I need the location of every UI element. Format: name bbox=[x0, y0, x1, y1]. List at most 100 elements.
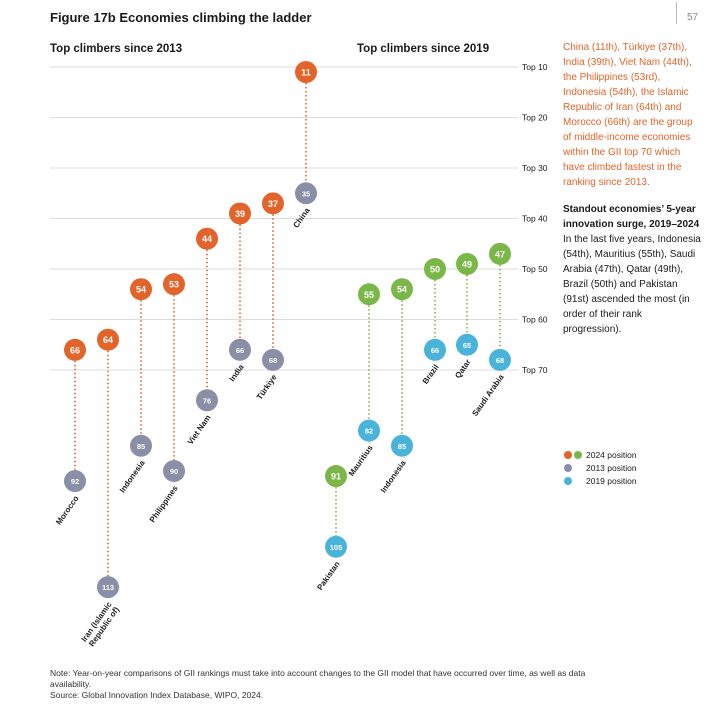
marker-2024 bbox=[358, 283, 380, 306]
panel-title: Top climbers since 2019 bbox=[357, 43, 489, 55]
marker-2024-label: 53 bbox=[169, 280, 179, 290]
tick-label: Top 10 bbox=[522, 62, 548, 72]
marker-old bbox=[196, 389, 218, 412]
marker-old-label: 65 bbox=[463, 341, 471, 350]
marker-old bbox=[262, 348, 284, 371]
chart: Top 10 Top 20 Top 30 Top 40 Top 50 Top 60 Top … bbox=[50, 43, 548, 649]
legend: 2024 position 2013 position 2019 positio… bbox=[564, 448, 637, 487]
legend-label: 2013 position bbox=[586, 462, 637, 473]
marker-2024 bbox=[489, 242, 511, 265]
marker-old bbox=[391, 434, 413, 457]
side-body-text: In the last five years, Indonesia (54th)… bbox=[563, 234, 701, 335]
footnote-note: Note: Year-on-year comparisons of GII ra… bbox=[50, 668, 586, 689]
marker-old-label: 85 bbox=[137, 442, 145, 451]
footnote: Note: Year-on-year comparisons of GII ra… bbox=[50, 668, 610, 701]
country-label: Mauritius bbox=[347, 443, 375, 478]
orange-dot-icon bbox=[564, 450, 572, 459]
marker-old bbox=[64, 470, 86, 493]
panel-title: Top climbers since 2013 bbox=[50, 43, 182, 55]
tick-label: Top 70 bbox=[522, 365, 548, 375]
marker-2024-label: 49 bbox=[462, 259, 472, 269]
marker-2024 bbox=[97, 328, 119, 351]
tick-label: Top 40 bbox=[522, 214, 548, 224]
marker-2024 bbox=[295, 61, 317, 84]
legend-label: 2019 position bbox=[586, 475, 637, 486]
marker-2024 bbox=[391, 278, 413, 301]
marker-2024 bbox=[64, 338, 86, 361]
marker-2024 bbox=[424, 258, 446, 280]
country-label: Pakistan bbox=[315, 560, 341, 592]
marker-2024-label: 54 bbox=[136, 285, 146, 295]
side-heading: Standout economies’ 5-year innovation su… bbox=[563, 204, 700, 230]
figure-title: Figure 17b Economies climbing the ladder bbox=[50, 10, 312, 25]
marker-old-label: 90 bbox=[170, 467, 178, 476]
legend-label: 2024 position bbox=[586, 449, 637, 460]
marker-old-label: 92 bbox=[71, 477, 79, 486]
country-label: Philippines bbox=[148, 484, 180, 525]
marker-old-label: 35 bbox=[302, 189, 310, 198]
marker-2024 bbox=[163, 273, 185, 296]
green-dot-icon bbox=[574, 450, 582, 459]
country-label: Brazil bbox=[421, 363, 441, 386]
page-number: 57 bbox=[687, 12, 699, 23]
marker-2024-label: 39 bbox=[235, 209, 245, 219]
marker-old-label: 66 bbox=[431, 346, 439, 355]
marker-2024-label: 11 bbox=[301, 68, 311, 78]
grey-dot-icon bbox=[564, 463, 572, 472]
country-label: India bbox=[228, 362, 246, 383]
marker-old-label: 68 bbox=[269, 356, 277, 365]
marker-old-label: 66 bbox=[236, 346, 244, 355]
marker-old bbox=[97, 576, 119, 599]
marker-old-label: 68 bbox=[496, 356, 504, 365]
marker-2024-label: 44 bbox=[202, 234, 212, 244]
legend-item-2019: 2019 position bbox=[564, 474, 637, 487]
marker-2024 bbox=[130, 278, 152, 301]
marker-old-label: 76 bbox=[203, 396, 211, 405]
marker-2024-label: 91 bbox=[331, 472, 341, 482]
side-intro-text: China (11th), Türkiye (37th), India (39t… bbox=[563, 42, 693, 188]
marker-old-label: 105 bbox=[330, 543, 343, 552]
marker-2024 bbox=[262, 192, 284, 215]
country-label: Türkiye bbox=[255, 372, 279, 401]
marker-old bbox=[325, 535, 347, 558]
marker-2024 bbox=[229, 202, 251, 225]
footnote-source: Source: Global Innovation Index Database… bbox=[50, 690, 264, 700]
marker-2024-label: 54 bbox=[397, 285, 407, 295]
country-label: Iran (IslamicRepublic of) bbox=[79, 600, 121, 649]
marker-2024 bbox=[196, 227, 218, 250]
marker-old-label: 113 bbox=[102, 583, 114, 592]
marker-2024 bbox=[325, 465, 347, 488]
marker-2024 bbox=[456, 252, 478, 275]
country-label: Indonesia bbox=[118, 458, 147, 494]
country-label: Viet Nam bbox=[186, 413, 213, 446]
tick-label: Top 60 bbox=[522, 315, 548, 325]
country-label: China bbox=[292, 206, 312, 230]
marker-2024-label: 47 bbox=[495, 249, 505, 259]
country-label: Morocco bbox=[54, 494, 81, 527]
tick-label: Top 20 bbox=[522, 113, 548, 123]
marker-old-label: 82 bbox=[365, 427, 373, 436]
country-label: Qatar bbox=[453, 358, 472, 380]
marker-2024-label: 66 bbox=[70, 345, 80, 355]
legend-item-2013: 2013 position bbox=[564, 461, 637, 474]
country-label: Indonesia bbox=[379, 458, 408, 494]
page-divider bbox=[676, 2, 677, 24]
side-panel: China (11th), Türkiye (37th), India (39t… bbox=[563, 40, 703, 337]
marker-old bbox=[229, 338, 251, 361]
tick-label: Top 30 bbox=[522, 163, 548, 173]
blue-dot-icon bbox=[564, 476, 572, 485]
marker-old-label: 85 bbox=[398, 442, 406, 451]
marker-old bbox=[295, 182, 317, 205]
marker-old bbox=[424, 338, 446, 361]
marker-2024-label: 55 bbox=[364, 290, 374, 300]
country-label: Saudi Arabia bbox=[470, 372, 506, 417]
marker-old bbox=[130, 434, 152, 457]
marker-old bbox=[489, 348, 511, 371]
marker-old bbox=[163, 460, 185, 482]
legend-item-2024: 2024 position bbox=[564, 448, 637, 461]
marker-2024-label: 37 bbox=[268, 199, 278, 209]
marker-2024-label: 50 bbox=[430, 265, 440, 275]
tick-label: Top 50 bbox=[522, 264, 548, 274]
marker-old bbox=[456, 333, 478, 356]
marker-old bbox=[358, 419, 380, 442]
